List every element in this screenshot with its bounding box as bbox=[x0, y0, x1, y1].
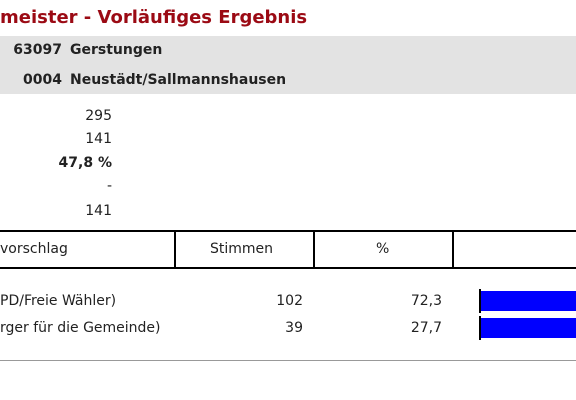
table-bottom bbox=[0, 360, 576, 361]
municipality-code: 63097 bbox=[13, 42, 62, 58]
party-name: rger für die Gemeinde) bbox=[0, 320, 161, 336]
percent: 72,3 bbox=[410, 293, 442, 309]
votes: 39 bbox=[285, 320, 303, 336]
column-divider bbox=[313, 231, 315, 268]
summary-value: 141 bbox=[85, 203, 112, 219]
party-name: PD/Freie Wähler) bbox=[0, 293, 117, 309]
column-divider bbox=[452, 231, 454, 268]
page-title: meister - Vorläufiges Ergebnis bbox=[0, 7, 308, 28]
summary-value: 141 bbox=[85, 131, 112, 147]
summary-value: 295 bbox=[85, 108, 112, 124]
percent: 27,7 bbox=[410, 320, 442, 336]
votes: 102 bbox=[276, 293, 303, 309]
bar bbox=[481, 318, 576, 338]
column-header: vorschlag bbox=[0, 241, 68, 257]
column-header: % bbox=[376, 241, 390, 257]
table-border bbox=[0, 267, 576, 269]
municipality: Gerstungen bbox=[70, 42, 163, 58]
table-border bbox=[0, 230, 576, 232]
column-header: Stimmen bbox=[210, 241, 274, 257]
bar bbox=[481, 291, 576, 311]
district: Neustädt/Sallmannshausen bbox=[70, 72, 287, 88]
column-divider bbox=[174, 231, 176, 268]
header-band bbox=[0, 36, 576, 94]
summary-value: 47,8 % bbox=[58, 155, 112, 171]
district-code: 0004 bbox=[23, 72, 62, 88]
summary-value: - bbox=[106, 178, 112, 194]
bar-axis bbox=[479, 316, 481, 340]
bar-axis bbox=[479, 289, 481, 313]
